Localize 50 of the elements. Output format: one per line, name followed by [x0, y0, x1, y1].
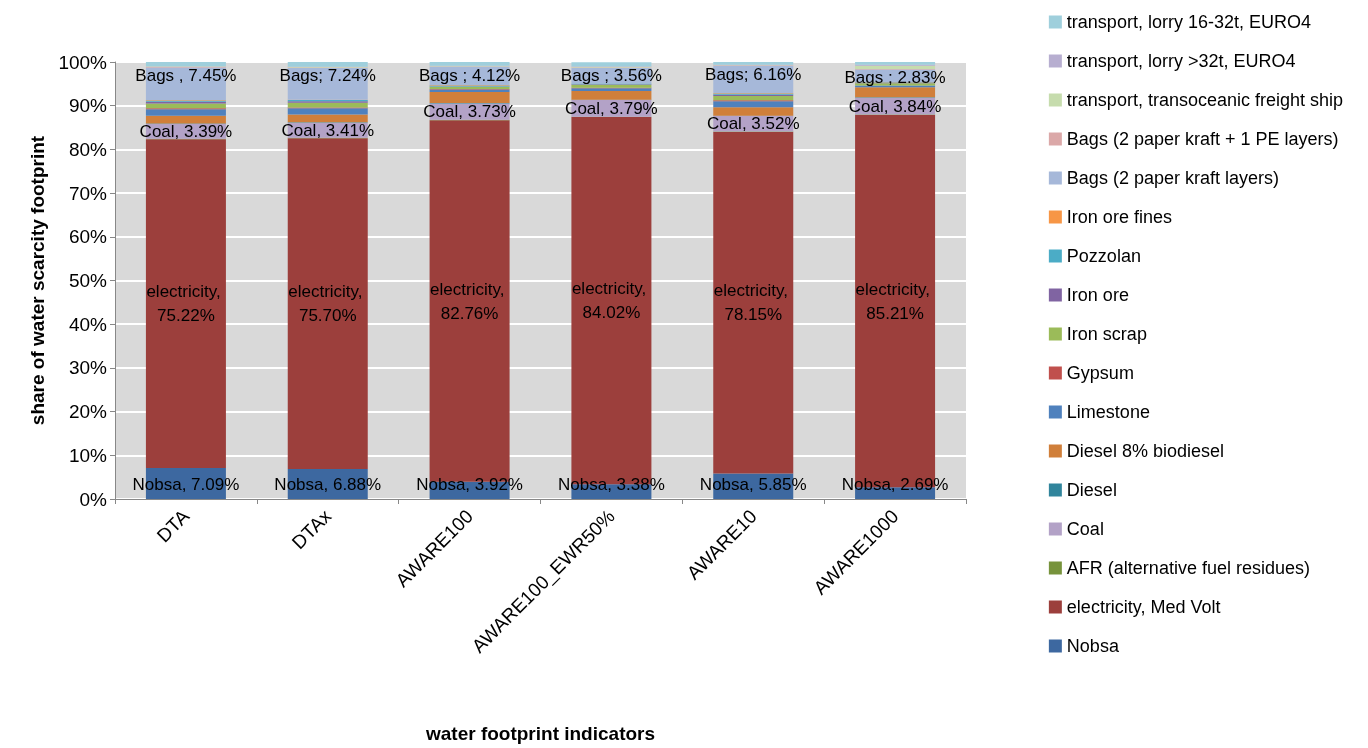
- legend-label: Bags (2 paper kraft + 1 PE layers): [1066, 129, 1339, 149]
- data-label: electricity, 84.02%: [571, 279, 651, 323]
- y-tick-label: 20%: [68, 401, 108, 423]
- data-label: electricity, 82.76%: [430, 279, 510, 323]
- data-label: Coal, 3.39%: [139, 121, 233, 141]
- legend-label: Coal: [1066, 519, 1104, 539]
- y-tick-label: 40%: [68, 313, 108, 335]
- legend-label: transport, lorry 16-32t, EURO4: [1066, 12, 1311, 32]
- y-tick-label: 0%: [79, 488, 108, 510]
- x-tick-label: DTA: [152, 505, 194, 547]
- data-label: Bags; 7.24%: [279, 66, 376, 86]
- y-tick-label: 10%: [68, 444, 108, 466]
- legend-label: AFR (alternative fuel residues): [1066, 558, 1310, 578]
- data-label: Bags ; 3.56%: [560, 66, 662, 86]
- legend-label: Bags (2 paper kraft layers): [1066, 168, 1279, 188]
- legend-label: transport, transoceanic freight ship: [1066, 90, 1344, 110]
- data-label: electricity, 78.15%: [713, 281, 793, 325]
- legend-label: Iron scrap: [1066, 324, 1147, 344]
- legend-label: Iron ore: [1066, 285, 1129, 305]
- y-tick-label: 50%: [68, 270, 108, 291]
- legend-label: Diesel 8% biodiesel: [1066, 441, 1224, 461]
- legend-label: electricity, Med Volt: [1066, 597, 1221, 617]
- data-label: Coal, 3.52%: [706, 114, 800, 134]
- y-axis-title: share of water scarcity footprint: [27, 135, 48, 426]
- data-label: Coal, 3.79%: [565, 98, 658, 118]
- y-tick-label: 70%: [68, 182, 108, 204]
- legend-label: Diesel: [1066, 480, 1117, 500]
- legend-label: Gypsum: [1066, 363, 1134, 383]
- data-label: Coal, 3.41%: [281, 120, 375, 140]
- data-label: Coal, 3.84%: [848, 96, 942, 116]
- data-label: electricity, 75.22%: [146, 282, 226, 326]
- y-tick-label: 30%: [68, 357, 108, 379]
- data-label: Coal, 3.73%: [423, 102, 516, 122]
- y-tick-label: 60%: [68, 226, 108, 248]
- data-label: Bags ; 2.83%: [844, 68, 946, 88]
- data-label: Bags , 7.45%: [135, 65, 237, 85]
- legend-label: transport, lorry >32t, EURO4: [1066, 51, 1296, 71]
- y-tick-label: 90%: [68, 95, 108, 117]
- y-tick-label: 100%: [58, 51, 108, 73]
- x-axis-title: water footprint indicators: [424, 723, 656, 744]
- data-label: electricity, 75.70%: [288, 282, 368, 326]
- y-tick-label: 80%: [68, 138, 108, 160]
- legend-label: Iron ore fines: [1066, 207, 1172, 227]
- data-label: Bags; 6.16%: [705, 64, 802, 84]
- legend-label: Pozzolan: [1066, 246, 1141, 266]
- data-label: electricity, 85.21%: [855, 279, 935, 323]
- legend-label: Limestone: [1066, 402, 1150, 422]
- legend-label: Nobsa: [1066, 636, 1120, 656]
- data-label: Bags ; 4.12%: [419, 65, 521, 85]
- data-label: Nobsa, 3.38%: [558, 474, 665, 494]
